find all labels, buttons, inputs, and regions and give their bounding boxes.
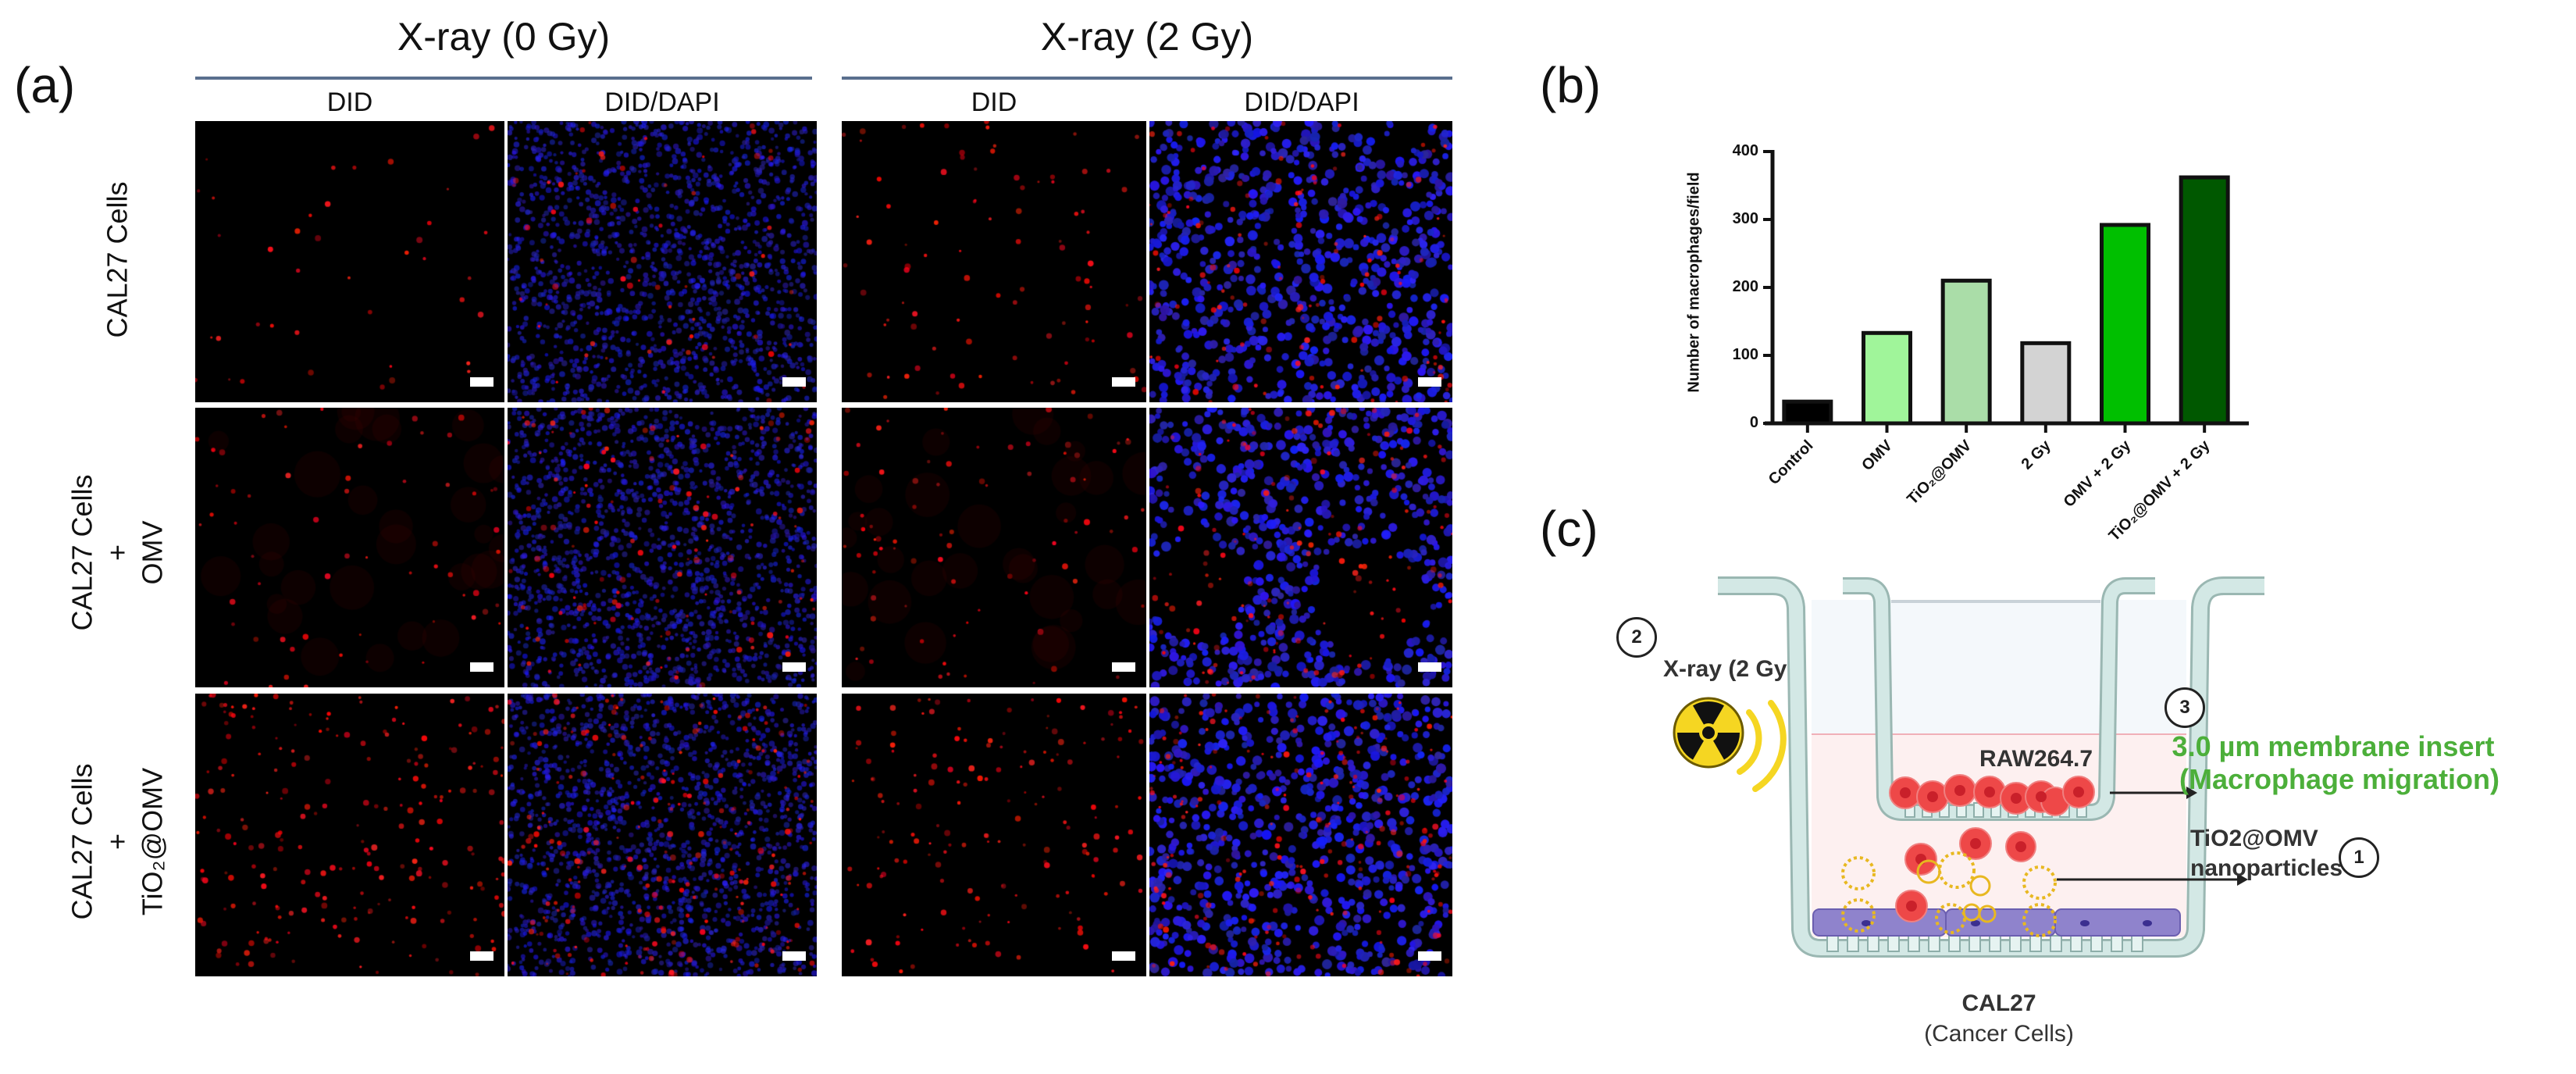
scale-bar [1418, 951, 1441, 961]
micrograph-r2-c1 [195, 408, 504, 687]
bar-2 [1940, 278, 1992, 426]
y-axis-label: Number of macrophages/field [1685, 172, 1703, 393]
bar-chart: Number of macrophages/field Control OMV Ti… [1655, 133, 2280, 544]
group-divider-0gy [195, 77, 812, 80]
membrane-line2: (Macrophage migration) [2179, 763, 2500, 795]
bar-5 [2179, 175, 2230, 426]
scale-bar [1112, 662, 1135, 672]
nanoparticles-line1: TiO2@OMV [2190, 826, 2318, 851]
radiation-source-icon [1673, 697, 1787, 792]
insert-cells-label: RAW264.7 [1979, 746, 2093, 772]
micrograph-r1-c1 [195, 121, 504, 402]
y-tick-label: 300 [1732, 210, 1758, 227]
membrane-line1: 3.0 µm membrane insert [2172, 730, 2495, 762]
group-title-0gy: X-ray (0 Gy) [397, 15, 611, 59]
scale-bar [470, 377, 493, 387]
micrograph-r2-c3 [842, 408, 1146, 687]
column-header-did-0gy: DID [326, 87, 373, 117]
row-label-line1: CAL27 Cells [66, 763, 98, 920]
media-lower [1812, 734, 2186, 937]
membrane-insert-label: 3.0 µm membrane insert (Macrophage migra… [2167, 730, 2499, 796]
column-header-did-dapi-2gy: DID/DAPI [1244, 87, 1359, 117]
scale-bar [1418, 662, 1441, 672]
row-label-cal27-tio2omv: CAL27 Cells + TiO₂@OMV [65, 701, 170, 983]
row-label-line2: + [101, 544, 134, 562]
y-tick-label: 0 [1749, 414, 1758, 431]
micrograph-r3-c4 [1149, 694, 1452, 976]
transwell-diagram [1718, 576, 2264, 958]
micrograph-r2-c2 [508, 408, 817, 687]
row-label-line2: + [101, 833, 134, 851]
cancer-cell-layer [1812, 908, 2181, 937]
nanoparticles-label: TiO2@OMV nanoparticles [2190, 824, 2343, 883]
y-tick-label: 200 [1732, 278, 1758, 295]
column-header-did-2gy: DID [971, 87, 1017, 117]
xray-dose-label: X-ray (2 Gy ) [1663, 656, 1801, 682]
cancer-cells-line1: CAL27 [1961, 990, 2036, 1016]
cancer-cells-label: CAL27 (Cancer Cells) [1890, 988, 2108, 1049]
scale-bar [1112, 377, 1135, 387]
panel-a-label: (a) [14, 57, 76, 113]
cancer-cells-line2: (Cancer Cells) [1924, 1021, 2074, 1047]
scale-bar [470, 951, 493, 961]
nanoparticles-line2: nanoparticles [2190, 855, 2343, 881]
row-label-line1: CAL27 Cells [101, 181, 134, 338]
chart-plot-area [1763, 150, 2249, 433]
step-3-badge: 3 [2164, 687, 2205, 728]
micrograph-r1-c2 [508, 121, 817, 402]
nanoparticles [1841, 851, 2057, 937]
scale-bar [1418, 377, 1441, 387]
group-title-2gy: X-ray (2 Gy) [1040, 15, 1254, 59]
micrograph-r2-c4 [1149, 408, 1452, 687]
micrograph-r3-c2 [508, 694, 817, 976]
scale-bar [470, 662, 493, 672]
row-label-cal27: CAL27 Cells [100, 120, 135, 401]
step-2-badge: 2 [1616, 617, 1657, 658]
micrograph-r1-c4 [1149, 121, 1452, 402]
row-label-line3: OMV [136, 520, 169, 585]
micrograph-r3-c1 [195, 694, 504, 976]
panel-c-label: (c) [1540, 501, 1598, 557]
scale-bar [782, 951, 806, 961]
scale-bar [782, 662, 806, 672]
bar-0 [1782, 399, 1833, 426]
step-1-badge: 1 [2339, 837, 2379, 878]
column-header-did-dapi-0gy: DID/DAPI [604, 87, 720, 117]
y-tick-label: 400 [1732, 142, 1758, 159]
row-label-cal27-omv: CAL27 Cells + OMV [65, 412, 170, 694]
y-tick-label: 100 [1732, 346, 1758, 363]
scale-bar [782, 377, 806, 387]
row-label-line3: TiO₂@OMV [136, 767, 169, 916]
group-divider-2gy [842, 77, 1452, 80]
row-label-line1: CAL27 Cells [66, 474, 98, 631]
micrograph-r3-c3 [842, 694, 1146, 976]
bar-4 [2100, 223, 2150, 426]
scale-bar [1112, 951, 1135, 961]
bar-3 [2020, 341, 2072, 426]
media-upper [1812, 600, 2186, 734]
micrograph-r1-c3 [842, 121, 1146, 402]
bar-1 [1862, 330, 1912, 426]
panel-b-label: (b) [1540, 57, 1602, 113]
